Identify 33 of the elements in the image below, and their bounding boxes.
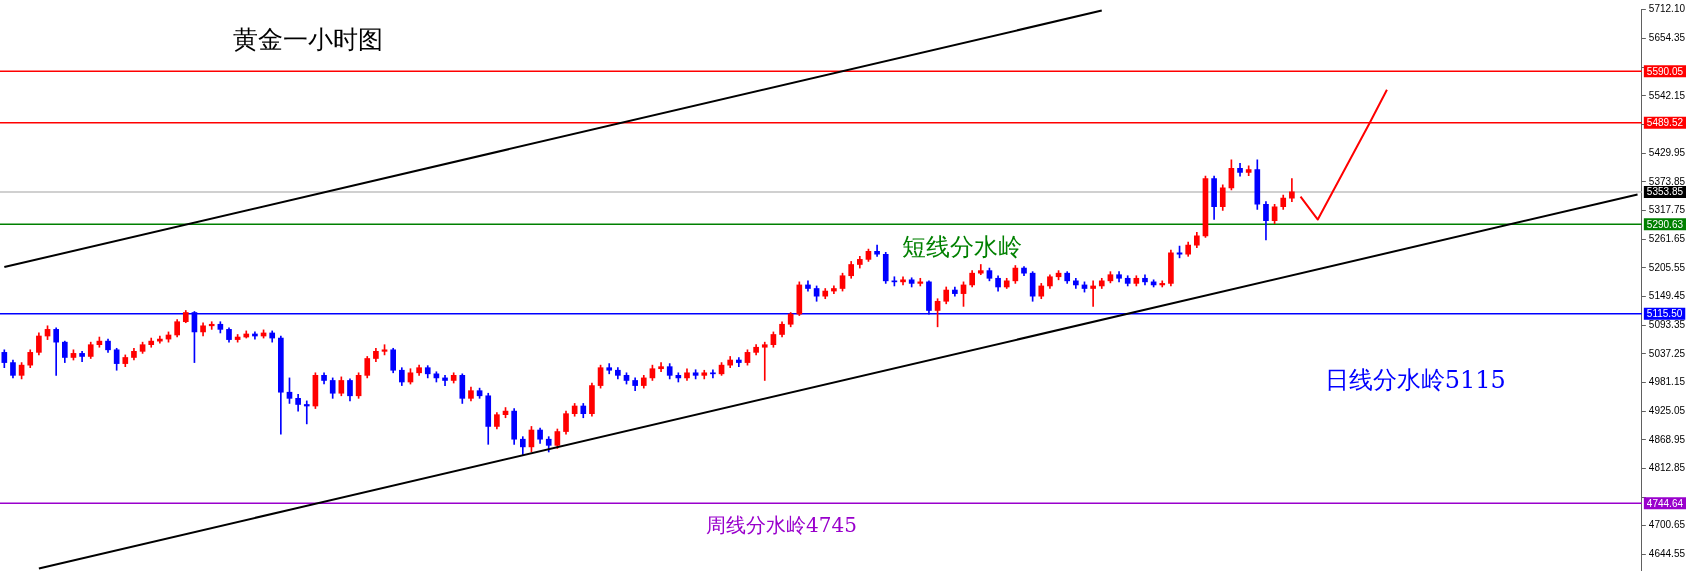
- candlestick: [710, 369, 716, 379]
- candlestick: [1090, 280, 1096, 307]
- annotation: 周线分水岭4745: [706, 513, 857, 538]
- y-tick-label: 4700.65: [1648, 519, 1686, 531]
- y-tick-label: 5261.65: [1648, 232, 1686, 244]
- ref-line-label: 4744.64: [1646, 497, 1684, 509]
- y-tick-label: 4812.85: [1648, 462, 1686, 474]
- y-tick-label: 4925.05: [1648, 404, 1686, 416]
- y-tick-label: 5429.95: [1648, 146, 1686, 158]
- y-tick-label: 5205.55: [1648, 261, 1686, 273]
- y-tick-label: 5317.75: [1648, 204, 1686, 216]
- y-tick-label: 4868.95: [1648, 433, 1686, 445]
- y-tick-label: 5037.25: [1648, 347, 1686, 359]
- text: 黄金一小时图: [233, 24, 384, 54]
- annotation: 日线分水岭5115: [1324, 366, 1506, 395]
- ref-line-label: 5353.85: [1646, 186, 1684, 198]
- y-tick-label: 5373.85: [1648, 175, 1686, 187]
- y-tick-label: 5093.35: [1648, 318, 1686, 330]
- ref-line-label: 5489.52: [1646, 116, 1684, 128]
- candlestick: [1289, 178, 1295, 202]
- ref-line-label: 5590.05: [1646, 65, 1684, 77]
- y-tick-label: 5542.15: [1648, 89, 1686, 101]
- y-tick-label: 5149.45: [1648, 290, 1686, 302]
- y-tick-label: 4981.15: [1648, 376, 1686, 388]
- annotation: 短线分水岭: [902, 232, 1023, 261]
- ref-line-label: 5290.63: [1646, 218, 1684, 230]
- y-tick-label: 5712.10: [1648, 2, 1686, 14]
- candlestick: [303, 400, 310, 425]
- candlestick: [208, 321, 215, 330]
- y-tick-label: 5654.35: [1648, 32, 1686, 44]
- ref-line-label: 5115.50: [1646, 308, 1683, 320]
- y-tick-label: 4644.55: [1648, 548, 1686, 560]
- candlestick: [761, 341, 768, 381]
